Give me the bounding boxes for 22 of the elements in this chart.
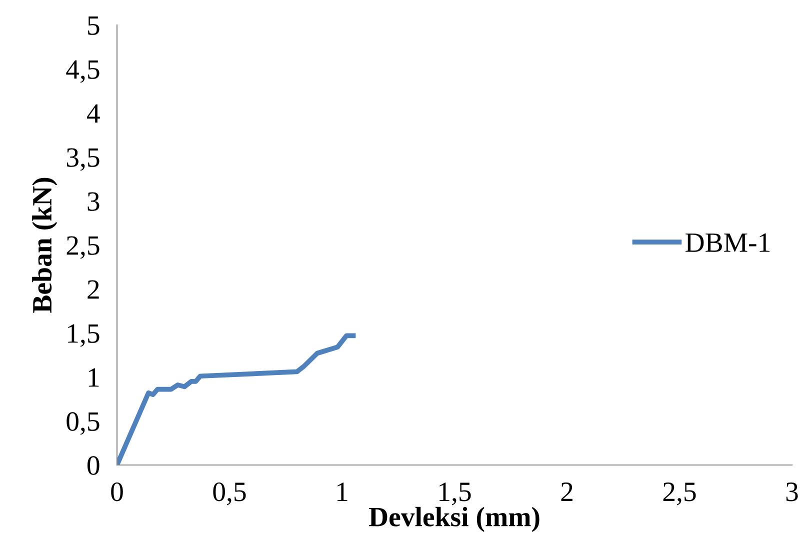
- x-tick-label: 2,5: [663, 482, 696, 506]
- legend-label: DBM-1: [686, 233, 770, 252]
- y-tick-label: 3: [88, 192, 100, 211]
- y-tick-label: 4,5: [66, 60, 100, 83]
- y-tick-label: 2,5: [66, 236, 100, 259]
- y-tick-label: 4: [86, 104, 100, 123]
- x-tick-label: 2: [561, 482, 572, 501]
- y-tick-label: 0,5: [66, 412, 100, 435]
- y-tick-label: 1: [88, 368, 99, 387]
- y-tick-label: 5: [88, 16, 100, 35]
- x-tick-label: 1: [338, 482, 348, 501]
- y-axis-title: Beban (kN): [32, 178, 58, 313]
- x-axis-title: Devleksi (mm): [368, 506, 540, 532]
- line-series: [117, 333, 356, 465]
- x-tick-label: 0,5: [213, 482, 246, 506]
- y-tick-label: 3,5: [66, 148, 100, 171]
- x-tick-label: 1,5: [440, 482, 471, 506]
- x-tick-label: 3: [786, 482, 798, 502]
- x-tick-label: 0: [111, 482, 123, 502]
- y-tick-label: 0: [88, 456, 100, 475]
- y-tick-label: 2: [88, 280, 99, 299]
- y-tick-label: 1,5: [68, 324, 100, 347]
